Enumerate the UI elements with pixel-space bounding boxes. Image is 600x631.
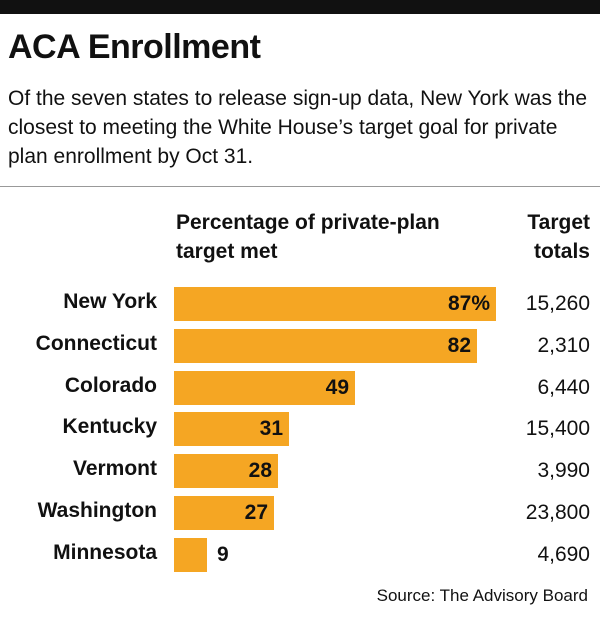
divider	[0, 186, 600, 187]
bar-value-label: 49	[325, 376, 349, 399]
category-label: Vermont	[72, 457, 157, 480]
bar	[174, 329, 477, 363]
target-total: 2,310	[537, 334, 590, 357]
totals-column-header: Target totals	[527, 211, 590, 263]
target-total: 3,990	[537, 459, 590, 482]
chart-subtitle: Of the seven states to release sign-up d…	[8, 87, 587, 168]
source-note: Source: The Advisory Board	[376, 586, 588, 605]
target-total: 15,260	[525, 292, 590, 315]
bar	[174, 538, 207, 572]
bar-value-label: 87%	[447, 292, 490, 315]
bar-value-label: 31	[259, 417, 283, 440]
target-total: 15,400	[525, 417, 590, 440]
category-label: Washington	[37, 499, 157, 522]
bar-column-header: Percentage of private-plan target met	[176, 211, 440, 263]
bar	[174, 496, 274, 530]
target-total: 23,800	[525, 501, 590, 524]
bar-value-label: 82	[447, 334, 471, 357]
category-label: Minnesota	[53, 541, 157, 564]
bar-value-label: 28	[248, 459, 272, 482]
target-total: 4,690	[537, 543, 590, 566]
category-label: Connecticut	[35, 332, 157, 355]
bar	[174, 371, 355, 405]
bar	[174, 454, 278, 488]
bar	[174, 412, 289, 446]
bar-value-label: 9	[217, 543, 229, 566]
category-label: Kentucky	[62, 415, 157, 438]
category-label: Colorado	[64, 374, 157, 397]
bar-value-label: 27	[244, 501, 268, 524]
category-label: New York	[63, 290, 157, 313]
bar	[174, 287, 496, 321]
top-bar	[0, 0, 600, 14]
chart-title: ACA Enrollment	[8, 28, 261, 66]
target-total: 6,440	[537, 376, 590, 399]
